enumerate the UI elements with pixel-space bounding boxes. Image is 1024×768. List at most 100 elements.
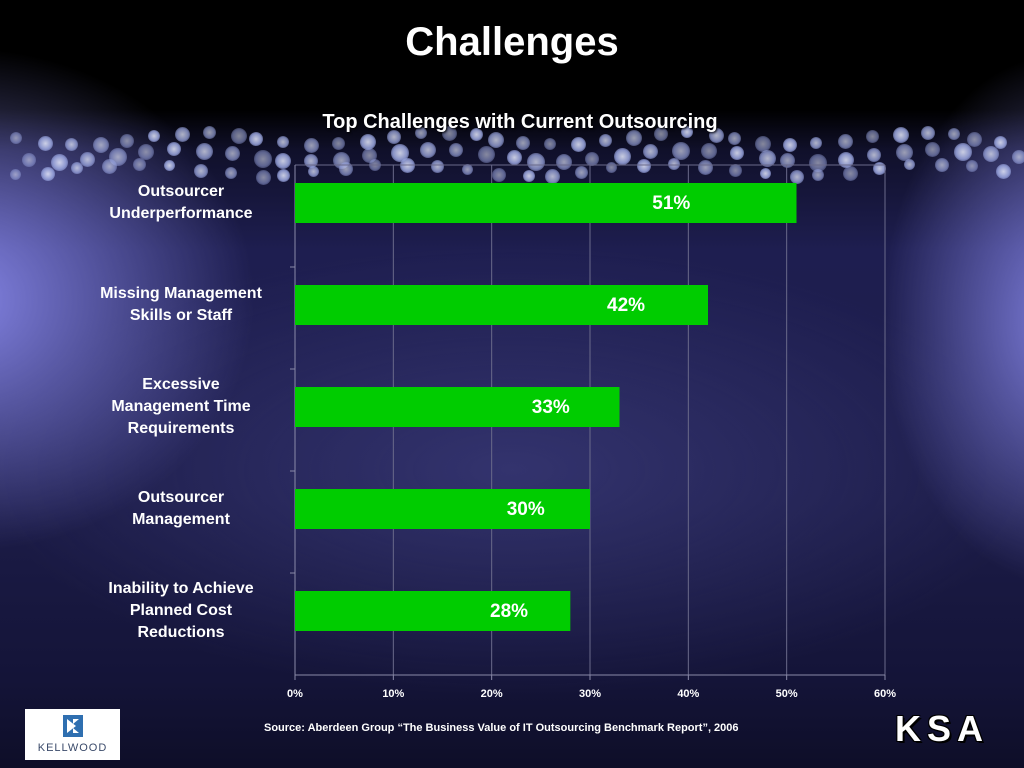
stage-light	[488, 132, 505, 149]
stage-light	[606, 162, 618, 174]
stage-light	[614, 148, 632, 166]
stage-light	[866, 147, 881, 162]
bar-value-label: 33%	[532, 397, 570, 418]
stage-light	[40, 166, 55, 181]
stage-light	[506, 149, 522, 165]
category-label-line: Planned Cost	[129, 602, 233, 619]
category-label-line: Reductions	[137, 624, 225, 641]
ksa-logo: KSA	[895, 708, 990, 749]
stage-light	[461, 163, 473, 175]
stage-light	[953, 142, 972, 161]
stage-light	[331, 137, 345, 151]
stage-light	[808, 153, 827, 172]
stage-light	[996, 163, 1012, 179]
source-note: Source: Aberdeen Group “The Business Val…	[264, 722, 739, 734]
category-label-line: Missing Management	[100, 285, 262, 302]
stage-light	[643, 144, 659, 160]
stage-light	[308, 166, 320, 178]
stage-light	[837, 133, 853, 149]
slide-title: Challenges	[405, 20, 619, 64]
stage-light	[102, 159, 118, 175]
stage-light	[895, 144, 913, 162]
stage-light	[966, 132, 982, 148]
stage-light	[782, 137, 797, 152]
stage-light	[71, 162, 84, 175]
stage-light	[276, 135, 289, 148]
stage-light	[430, 159, 444, 173]
category-label: Outsourcer Underperformance	[81, 181, 281, 225]
stage-light	[698, 159, 714, 175]
stage-light	[175, 126, 191, 142]
category-label-line: Outsourcer	[137, 183, 225, 200]
stage-light	[701, 142, 718, 159]
stage-light	[667, 158, 680, 171]
stage-light	[728, 163, 742, 177]
x-tick-label: 40%	[677, 688, 699, 700]
x-tick-label: 20%	[481, 688, 503, 700]
stage-light	[924, 142, 940, 158]
stage-light	[194, 163, 209, 178]
x-tick-label: 10%	[382, 688, 404, 700]
stage-light	[224, 167, 237, 180]
stage-light	[255, 169, 271, 185]
stage-light	[727, 132, 741, 146]
stage-light	[277, 169, 291, 183]
category-label-line: Excessive	[142, 376, 220, 393]
stage-light	[934, 158, 949, 173]
bar	[295, 489, 590, 529]
stage-light	[527, 153, 545, 172]
stage-light	[543, 137, 556, 150]
stage-light	[636, 158, 651, 173]
category-label: Excessive Management Time Requirements	[81, 374, 281, 440]
stage-light	[132, 158, 146, 172]
stage-light	[196, 142, 214, 160]
stage-light	[414, 126, 427, 139]
stage-light	[138, 144, 155, 161]
stage-light	[730, 145, 745, 160]
stage-light	[812, 169, 825, 182]
stage-light	[837, 151, 854, 168]
stage-light	[10, 132, 22, 144]
stage-light	[249, 132, 264, 147]
stage-light	[254, 149, 273, 168]
stage-light	[982, 146, 999, 163]
category-label-line: Inability to Achieve	[108, 580, 254, 597]
kellwood-logo: KELLWOOD	[25, 709, 120, 760]
x-tick-label: 50%	[776, 688, 798, 700]
stage-light	[92, 137, 109, 154]
stage-light	[585, 151, 600, 166]
stage-light	[163, 159, 175, 171]
stage-light	[556, 153, 573, 170]
bar-value-label: 51%	[652, 193, 690, 214]
stage-light	[390, 144, 409, 163]
category-label: Outsourcer Management	[81, 487, 281, 531]
stage-light	[225, 145, 241, 161]
bar-value-label: 28%	[490, 601, 528, 622]
stage-light	[203, 126, 217, 140]
stage-light	[442, 126, 458, 142]
stage-light	[544, 169, 560, 185]
stage-light	[681, 126, 694, 139]
category-label-line: Management Time	[111, 398, 251, 415]
stage-light	[387, 129, 402, 144]
stage-light	[759, 150, 777, 168]
stage-light	[994, 136, 1008, 150]
stage-light	[477, 145, 495, 163]
stage-light	[779, 153, 795, 169]
stage-light	[575, 166, 589, 180]
stage-light	[571, 137, 587, 153]
x-tick-label: 60%	[874, 688, 896, 700]
stage-light	[230, 128, 247, 145]
stage-light	[167, 142, 182, 157]
stage-light	[120, 134, 135, 148]
stage-light	[419, 142, 436, 159]
stage-light	[865, 129, 879, 143]
stage-light	[920, 126, 935, 141]
stage-light	[65, 137, 79, 151]
stage-light	[469, 128, 483, 142]
stage-light	[400, 158, 416, 174]
stage-light	[303, 153, 318, 168]
bar	[295, 387, 620, 427]
stage-light	[10, 169, 21, 181]
stage-light	[965, 159, 978, 172]
